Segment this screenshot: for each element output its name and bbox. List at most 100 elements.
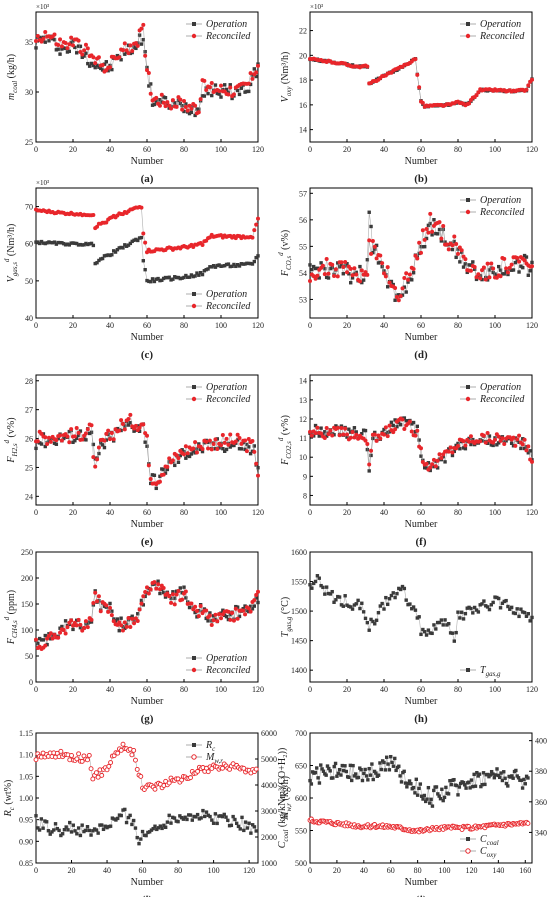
data-point: [523, 782, 527, 786]
y2-tick-label: 360: [535, 798, 547, 807]
data-point: [326, 591, 331, 596]
data-point: [376, 433, 381, 438]
data-point: [141, 231, 146, 236]
data-point: [246, 437, 251, 442]
data-point: [374, 243, 379, 248]
data-point: [395, 592, 399, 596]
data-point: [440, 787, 444, 791]
data-point: [334, 598, 338, 602]
data-point: [54, 442, 59, 446]
data-point: [39, 442, 44, 446]
data-point: [148, 91, 153, 96]
data-point: [426, 223, 431, 228]
data-point: [502, 599, 506, 604]
data-point: [365, 441, 370, 446]
data-point: [50, 830, 54, 834]
data-point: [102, 604, 107, 608]
data-point: [38, 241, 42, 246]
data-point: [328, 769, 332, 773]
data-point: [474, 93, 479, 98]
data-point: [491, 443, 495, 448]
data-point: [435, 458, 440, 463]
data-point: [178, 97, 183, 102]
data-point: [161, 95, 166, 99]
data-point: [471, 260, 475, 264]
data-point: [122, 41, 127, 46]
data-point: [215, 821, 219, 826]
data-point: [481, 433, 486, 438]
data-point: [183, 444, 188, 449]
data-point: [471, 611, 475, 615]
data-point: [403, 781, 408, 785]
series-Operation: [308, 210, 534, 302]
data-point: [60, 624, 64, 629]
data-point: [73, 439, 77, 443]
data-point: [252, 449, 257, 454]
data-point: [33, 757, 39, 763]
series-C-coal: [308, 754, 530, 808]
data-point: [89, 833, 93, 837]
data-point: [419, 794, 424, 798]
data-point: [256, 254, 260, 258]
subfigure-caption: (j): [416, 894, 427, 897]
data-point: [248, 261, 253, 266]
y-tick-label: 53: [299, 295, 307, 304]
data-point: [96, 594, 101, 599]
data-point: [91, 243, 96, 248]
data-point: [317, 576, 321, 580]
data-point: [439, 239, 444, 243]
data-point: [43, 435, 48, 440]
data-point: [321, 585, 325, 590]
data-point: [335, 425, 340, 430]
data-point: [89, 241, 94, 246]
data-point: [220, 765, 225, 771]
data-point: [89, 423, 94, 428]
data-point: [152, 102, 157, 107]
data-point: [196, 614, 201, 619]
data-point: [84, 241, 88, 246]
data-point: [348, 266, 353, 271]
data-point: [417, 786, 421, 791]
x-tick-label: 60: [143, 321, 151, 330]
data-point: [144, 833, 148, 838]
y-tick-label: 1450: [291, 637, 307, 646]
data-point: [385, 434, 390, 439]
data-point: [89, 617, 94, 622]
data-point: [234, 821, 239, 826]
data-point: [372, 432, 377, 437]
plot-frame: [309, 551, 533, 683]
data-point: [511, 611, 516, 615]
data-point: [217, 446, 221, 450]
data-point: [256, 589, 260, 594]
data-point: [41, 638, 46, 642]
data-point: [247, 445, 251, 449]
data-point: [117, 428, 122, 433]
data-point: [58, 37, 63, 42]
data-point: [482, 599, 486, 603]
data-point: [517, 614, 521, 619]
y2-tick-label: 5000: [261, 755, 277, 764]
data-point: [525, 820, 531, 826]
data-point: [321, 769, 326, 773]
data-point: [456, 247, 460, 251]
data-point: [180, 103, 184, 108]
data-point: [165, 276, 170, 280]
data-point: [115, 617, 120, 621]
data-point: [213, 617, 218, 622]
y-tick-label: 1600: [291, 548, 307, 557]
data-point: [458, 260, 462, 264]
data-point: [386, 762, 390, 766]
data-point: [508, 607, 512, 611]
data-point: [34, 814, 38, 818]
x-tick-label: 80: [454, 321, 462, 330]
data-point: [474, 277, 479, 282]
data-point: [326, 276, 331, 280]
data-point: [139, 601, 144, 606]
data-point: [498, 274, 503, 279]
data-point: [387, 597, 392, 601]
data-point: [152, 786, 158, 792]
y-tick-label: 60: [25, 240, 33, 249]
data-point: [219, 616, 223, 621]
